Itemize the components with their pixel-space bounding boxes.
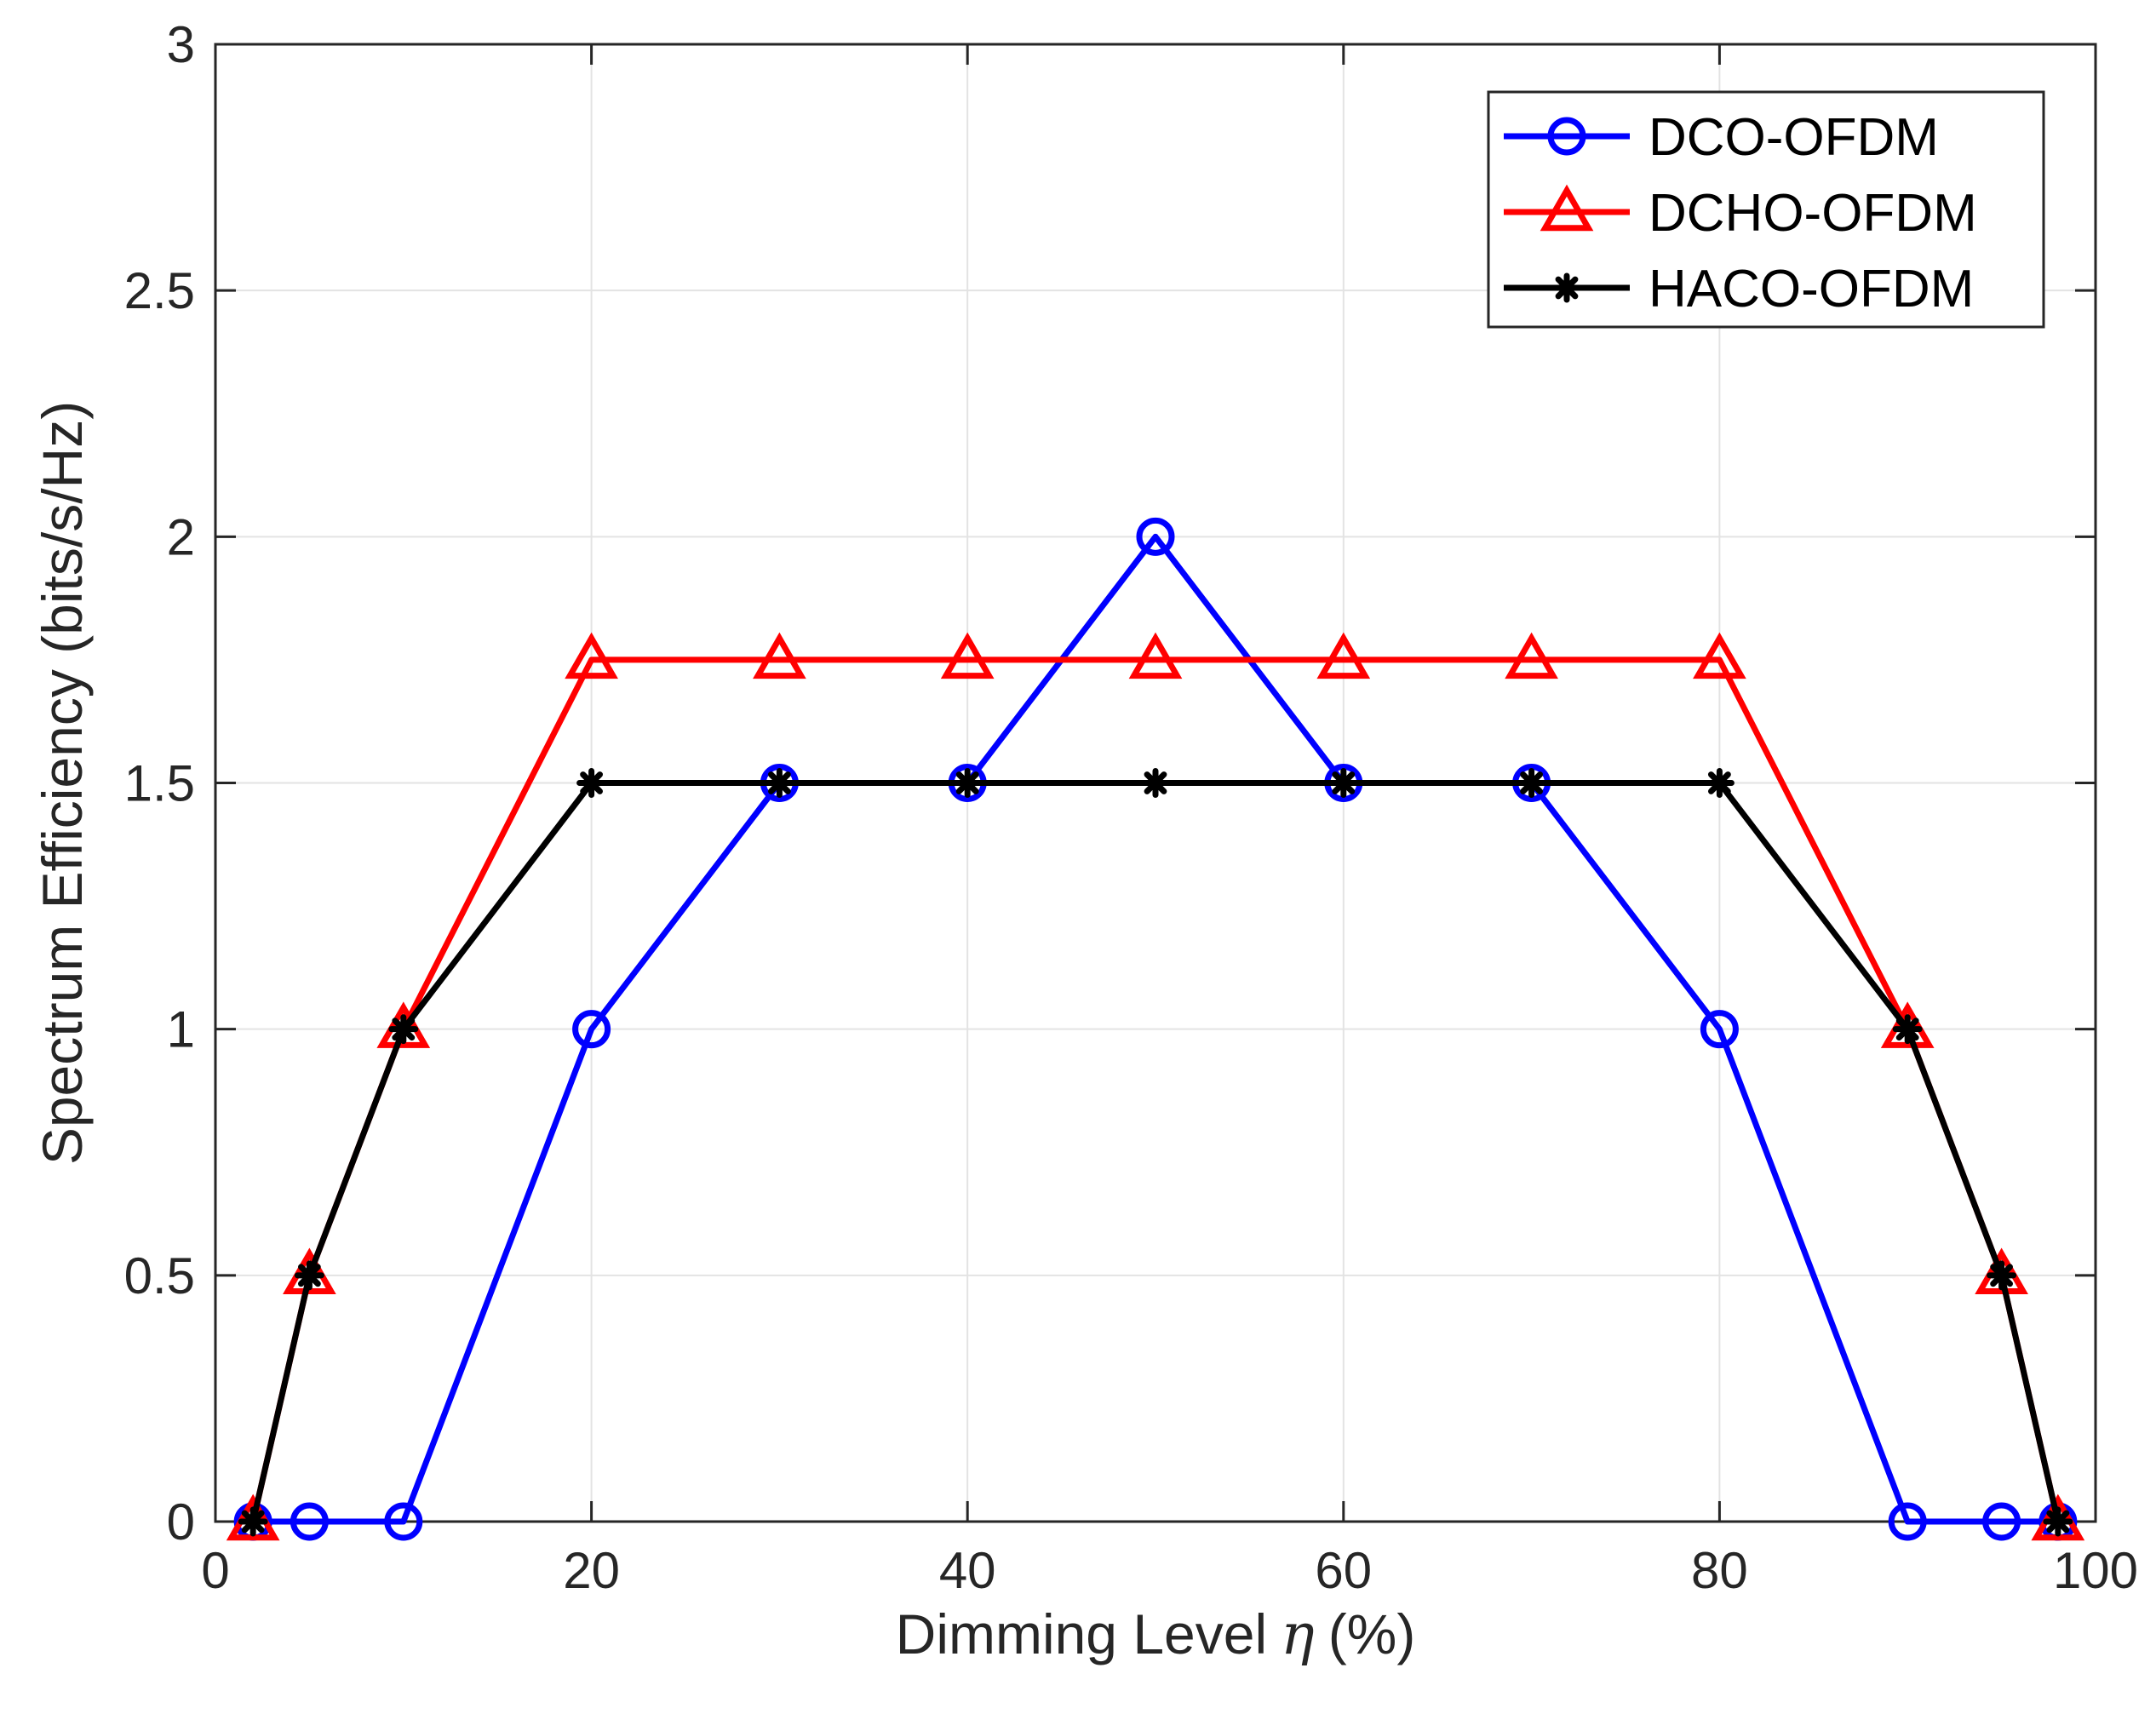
tick-labels: 0 20 40 60 80 100 0 0.5 1 1.5 2 2.5 3: [124, 16, 2138, 1599]
data-point: [753, 632, 806, 679]
x-axis-title-symbol: η: [1281, 1602, 1315, 1667]
data-point-stroke: [1708, 771, 1731, 794]
data-point: [1982, 1502, 2021, 1541]
data-point-stroke: [1895, 1018, 1919, 1041]
data-point: [388, 1014, 419, 1045]
data-point: [572, 1010, 611, 1049]
y-tick-label: 0.5: [124, 1247, 195, 1304]
data-point: [1328, 768, 1359, 798]
legend-entry-dcho-ofdm: DCHO-OFDM: [1504, 184, 1977, 243]
series-line: [253, 533, 2058, 1525]
series-haco-ofdm: [238, 768, 2073, 1537]
data-point-stroke: [580, 771, 603, 794]
plot-series: [226, 517, 2085, 1541]
data-point: [290, 1502, 329, 1541]
x-axis-title-text: Dimming Level: [896, 1602, 1267, 1665]
data-point: [1704, 768, 1735, 798]
data-point: [1540, 184, 1594, 232]
series-dco-ofdm: [233, 517, 2078, 1541]
y-tick-label: 1: [167, 1001, 195, 1058]
data-point: [384, 1502, 423, 1541]
legend-entry-haco-ofdm: HACO-OFDM: [1504, 260, 1974, 318]
y-tick-label: 1.5: [124, 755, 195, 812]
data-point: [1888, 1502, 1927, 1541]
data-point: [1987, 1260, 2017, 1291]
data-point-stroke: [2046, 1510, 2070, 1533]
x-axis-title: Dimming Level η (%): [896, 1602, 1416, 1667]
axes: [214, 43, 2097, 1523]
data-point-stroke: [241, 1510, 265, 1533]
legend: DCO-OFDM DCHO-OFDM HACO-OFDM: [1487, 90, 2045, 329]
data-point: [1316, 632, 1371, 679]
data-point-stroke: [1990, 1264, 2013, 1287]
data-point: [1136, 517, 1175, 556]
data-point: [1892, 1014, 1923, 1045]
x-tick-label: 100: [2053, 1542, 2138, 1599]
data-point: [1517, 768, 1547, 798]
x-tick-label: 0: [201, 1542, 229, 1599]
y-tick-label: 3: [167, 16, 195, 73]
y-tick-label: 0: [167, 1493, 195, 1551]
y-axis-title: Spectrum Efficiency (bits/s/Hz): [31, 401, 94, 1165]
data-point: [1551, 272, 1582, 303]
legend-label: DCO-OFDM: [1649, 108, 1939, 167]
x-tick-label: 80: [1691, 1542, 1748, 1599]
legend-label: DCHO-OFDM: [1649, 184, 1977, 243]
data-point-stroke: [298, 1264, 321, 1287]
x-tick-label: 40: [939, 1542, 996, 1599]
data-point: [565, 632, 618, 679]
data-point: [940, 632, 995, 679]
data-point-stroke: [955, 771, 979, 794]
data-point: [1700, 1010, 1739, 1049]
x-tick-label: 20: [563, 1542, 620, 1599]
data-point: [952, 768, 983, 798]
data-point-stroke: [1520, 771, 1543, 794]
data-point: [1693, 632, 1746, 679]
data-point-stroke: [768, 771, 791, 794]
legend-label: HACO-OFDM: [1649, 260, 1974, 318]
data-point: [764, 768, 794, 798]
x-tick-label: 60: [1315, 1542, 1372, 1599]
data-point: [1140, 768, 1171, 798]
data-point: [294, 1260, 324, 1291]
y-tick-label: 2.5: [124, 262, 195, 319]
data-point-stroke: [1332, 771, 1356, 794]
data-point-stroke: [392, 1018, 416, 1041]
x-axis-title-unit: (%): [1328, 1602, 1416, 1665]
data-point: [1547, 117, 1586, 156]
data-point-stroke: [1555, 276, 1579, 300]
legend-entry-dco-ofdm: DCO-OFDM: [1504, 108, 1939, 167]
data-point: [1505, 632, 1558, 679]
data-point: [2043, 1506, 2073, 1537]
data-point: [238, 1506, 268, 1537]
y-tick-label: 2: [167, 508, 195, 565]
data-point: [576, 768, 607, 798]
data-point: [1128, 632, 1183, 679]
data-point-stroke: [1144, 771, 1167, 794]
